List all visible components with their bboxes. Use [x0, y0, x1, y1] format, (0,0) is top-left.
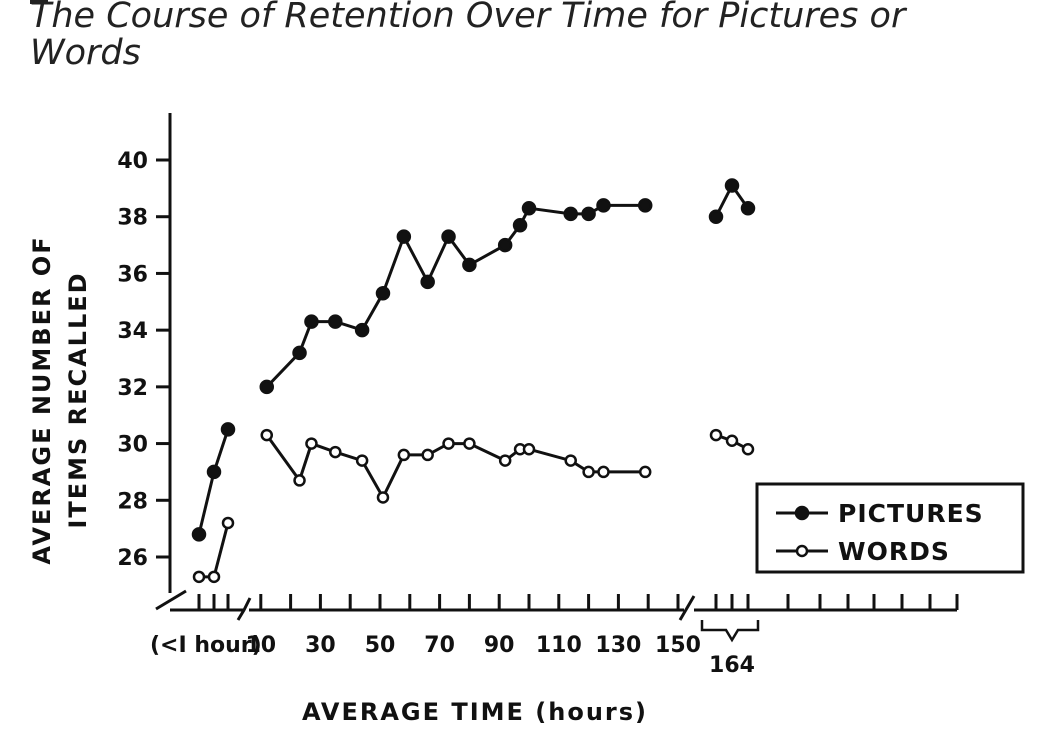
pictures-point — [724, 178, 740, 193]
pictures-line-hours — [265, 203, 646, 388]
words-point — [498, 454, 512, 467]
words-point — [442, 437, 455, 450]
x-tick-label: 50 — [365, 633, 396, 658]
words-point — [725, 434, 739, 447]
x-tick-label: 10 — [245, 633, 276, 658]
y-tick-label: 38 — [117, 206, 148, 231]
x-tick-label: 130 — [595, 633, 641, 658]
x-tick-label: 150 — [655, 633, 701, 658]
pictures-point — [420, 274, 435, 290]
pictures-point — [328, 314, 343, 329]
legend-label-pictures: PICTURES — [838, 499, 984, 528]
pictures-point — [292, 345, 307, 361]
y-tick-label: 30 — [117, 433, 148, 458]
pictures-point — [191, 527, 207, 542]
title-fragment — [30, 0, 48, 4]
axis-break-mark — [678, 595, 696, 621]
words-point — [522, 442, 536, 456]
pictures-point — [521, 200, 537, 216]
axis-break-mark — [155, 589, 187, 611]
words-point — [597, 465, 610, 479]
pictures-point — [259, 379, 275, 395]
x-axis-title: AVERAGE TIME (hours) — [302, 698, 648, 726]
pictures-point — [708, 209, 724, 224]
legend-label-words: WORDS — [838, 537, 950, 566]
words-point — [709, 428, 723, 442]
x-tick-label: 90 — [484, 633, 515, 658]
legend-marker-words — [795, 544, 809, 558]
words-point — [376, 491, 390, 504]
pictures-point — [396, 229, 412, 244]
words-point — [741, 442, 755, 456]
words-point — [397, 448, 411, 462]
y-tick-label: 26 — [117, 546, 148, 571]
words-point — [463, 437, 476, 450]
pictures-point — [441, 229, 456, 244]
pictures-point — [512, 217, 528, 233]
y-tick-label: 34 — [117, 319, 148, 344]
words-point — [207, 570, 221, 584]
title-line-1: The Course of Retention Over Time for Pi… — [30, 0, 906, 36]
x-tick-label: 30 — [305, 633, 336, 658]
words-point — [192, 570, 206, 584]
pictures-point — [375, 286, 391, 301]
pictures-point — [206, 464, 222, 480]
axis-break-mark — [236, 597, 252, 621]
pictures-point — [637, 198, 653, 213]
words-point — [293, 474, 306, 487]
x-tick-label: 110 — [536, 633, 582, 658]
words-point — [355, 454, 369, 467]
title-line-2: Words — [30, 33, 141, 73]
words-point — [305, 437, 318, 450]
words-point — [260, 428, 274, 442]
pictures-point — [581, 206, 596, 222]
y-axis-title-line-1: AVERAGE NUMBER OF — [28, 235, 56, 564]
words-point — [421, 448, 434, 462]
y-tick-label: 28 — [117, 489, 148, 514]
y-axis-title-line-2: ITEMS RECALLED — [64, 271, 92, 528]
y-tick-label: 32 — [117, 376, 148, 401]
pictures-point — [497, 237, 513, 253]
pictures-point — [304, 314, 319, 329]
y-tick-label: 40 — [117, 149, 148, 174]
x-tick-label-164: 164 — [709, 653, 755, 678]
words-point — [638, 465, 652, 479]
x-tick-label: 70 — [424, 633, 455, 658]
words-point — [329, 445, 342, 459]
figure-title: The Course of Retention Over Time for Pi… — [30, 0, 990, 72]
pictures-point — [462, 257, 477, 273]
words-point — [564, 454, 577, 467]
y-tick-label: 36 — [117, 262, 148, 287]
pictures-point — [354, 322, 370, 338]
words-point — [221, 516, 235, 530]
legend-marker-pictures — [794, 505, 810, 521]
pictures-point — [740, 200, 756, 216]
legend-box — [755, 482, 1025, 574]
x-bracket-164 — [700, 620, 760, 643]
pictures-point — [220, 422, 236, 437]
words-point — [582, 465, 595, 479]
pictures-point — [563, 206, 578, 222]
pictures-point — [596, 198, 611, 213]
x-tick-label-under-hour: (<I hour) — [150, 633, 262, 658]
